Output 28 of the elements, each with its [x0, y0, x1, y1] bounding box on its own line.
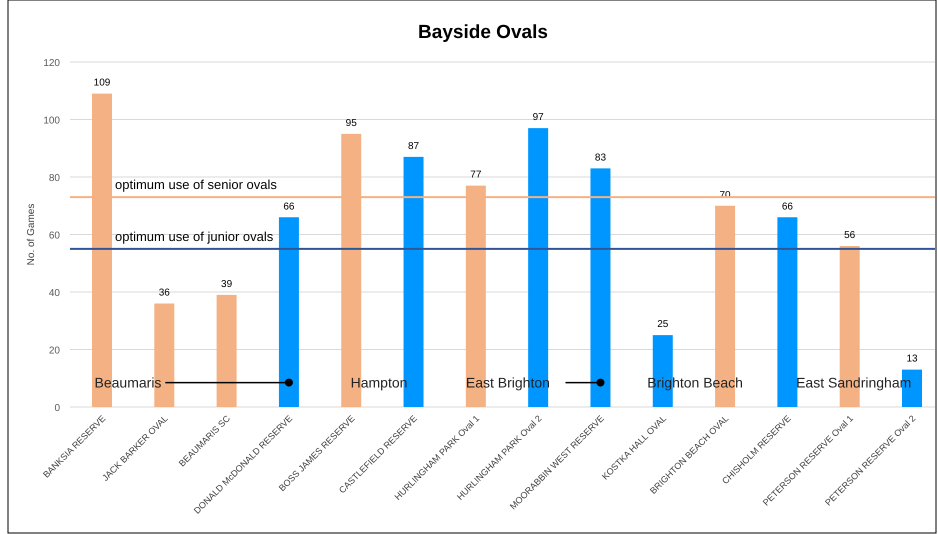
bar — [216, 294, 237, 407]
chart-title: Bayside Ovals — [418, 22, 548, 43]
y-tick-label: 80 — [48, 173, 60, 184]
y-tick-label: 0 — [54, 403, 60, 414]
data-label: 87 — [408, 140, 420, 152]
data-label: 97 — [532, 112, 544, 124]
bar — [777, 217, 798, 407]
y-axis-title: No. of Games — [26, 204, 37, 266]
y-tick-label: 60 — [48, 230, 60, 242]
ref-line-label: optimum use of junior ovals — [115, 228, 274, 244]
bar — [590, 168, 610, 407]
data-label: 77 — [470, 170, 482, 181]
y-tick-label: 100 — [43, 116, 60, 126]
data-label: 39 — [221, 278, 233, 290]
data-label: 13 — [906, 354, 918, 365]
data-label: 83 — [594, 152, 606, 164]
y-tick-label: 40 — [48, 288, 60, 299]
ref-line-label: optimum use of senior ovals — [115, 177, 278, 192]
data-label: 66 — [782, 201, 794, 212]
data-label: 109 — [94, 78, 111, 89]
data-label: 56 — [844, 230, 856, 241]
data-label: 36 — [158, 288, 170, 298]
bar — [278, 217, 299, 407]
y-tick-label: 120 — [43, 58, 60, 69]
data-label: 95 — [346, 118, 358, 129]
data-label: 66 — [283, 201, 295, 212]
y-tick-label: 20 — [48, 346, 60, 356]
data-label: 25 — [657, 319, 669, 330]
